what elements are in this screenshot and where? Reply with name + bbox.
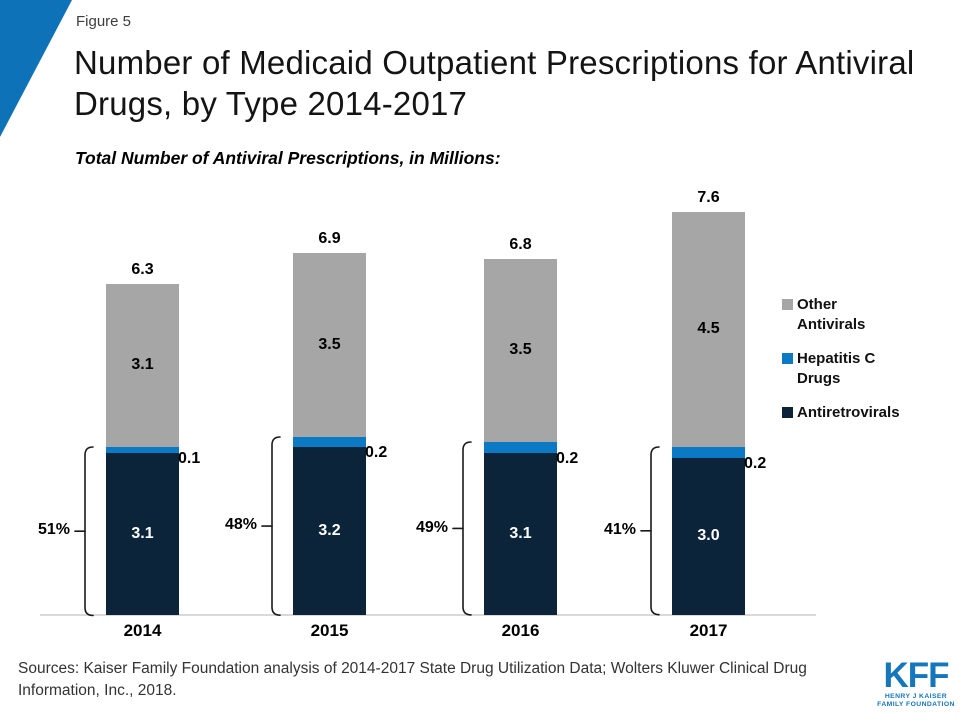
segment-label-antiretrovirals-2015: 3.2 xyxy=(318,522,341,540)
segment-label-other-2014: 3.1 xyxy=(131,356,154,374)
segment-label-antiretrovirals-2016: 3.1 xyxy=(509,524,532,542)
total-label-2017: 7.6 xyxy=(697,188,720,206)
share-bracket-2014 xyxy=(74,445,94,616)
segment-label-other-2016: 3.5 xyxy=(509,341,532,359)
legend-label: Other Antivirals xyxy=(797,296,866,333)
x-axis-line xyxy=(40,614,816,616)
page-title: Number of Medicaid Outpatient Prescripti… xyxy=(74,44,915,122)
share-bracket-2017 xyxy=(640,446,660,616)
total-label-2014: 6.3 xyxy=(131,261,154,279)
legend-label: Antiretrovirals xyxy=(797,404,900,421)
segment-label-hepatitis-c-2017: 0.2 xyxy=(744,454,767,472)
legend: Other Antivirals Hepatitis C Drugs Antir… xyxy=(782,295,901,423)
segment-label-other-2015: 3.5 xyxy=(318,336,341,354)
kff-logo-subtext-line1: HENRY J KAISER xyxy=(884,693,948,700)
total-label-2016: 6.8 xyxy=(509,235,532,253)
bar-segment-hepatitis-c-2016 xyxy=(484,442,557,453)
chart-subtitle: Total Number of Antiviral Prescriptions,… xyxy=(75,148,501,168)
bar-segment-other-antivirals-2014 xyxy=(106,284,179,447)
legend-swatch-navy-icon xyxy=(782,407,793,418)
legend-label: Hepatitis C Drugs xyxy=(797,350,876,387)
share-bracket-line xyxy=(84,445,94,616)
bar-segment-hepatitis-c-2014 xyxy=(106,446,179,453)
share-label-2017: 41% xyxy=(603,521,636,539)
corner-triangle-shape xyxy=(0,0,72,137)
share-bracket-line xyxy=(650,446,660,616)
kff-logo-subtext-line2: FAMILY FOUNDATION xyxy=(877,700,955,708)
bar-segment-antiretrovirals-2017 xyxy=(672,457,745,615)
share-label-2014: 51% xyxy=(37,520,70,538)
legend-item-antiretrovirals: Antiretrovirals xyxy=(782,403,901,423)
segment-label-hepatitis-c-2014: 0.1 xyxy=(178,449,201,467)
bar-segment-antiretrovirals-2014 xyxy=(106,452,179,615)
x-axis-label-2015: 2015 xyxy=(310,621,349,640)
bar-segment-antiretrovirals-2015 xyxy=(293,447,366,615)
legend-swatch-gray-icon xyxy=(782,299,793,310)
share-bracket-2015 xyxy=(261,436,281,616)
legend-swatch-blue-icon xyxy=(782,353,793,364)
bar-segment-hepatitis-c-2017 xyxy=(672,447,745,458)
bar-segment-hepatitis-c-2015 xyxy=(293,436,366,448)
legend-item-hepatitis-c-drugs: Hepatitis C Drugs xyxy=(782,349,901,389)
kff-logo-text: KFF xyxy=(883,656,949,695)
share-bracket-2016 xyxy=(452,441,472,616)
segment-label-antiretrovirals-2017: 3.0 xyxy=(697,527,720,545)
legend-item-other-antivirals: Other Antivirals xyxy=(782,295,901,335)
segment-label-other-2017: 4.5 xyxy=(697,320,720,338)
bar-segment-other-antivirals-2015 xyxy=(293,253,366,437)
figure-label: Figure 5 xyxy=(76,13,132,30)
x-axis-label-2016: 2016 xyxy=(501,621,540,640)
bar-segment-other-antivirals-2017 xyxy=(672,211,745,448)
segment-label-hepatitis-c-2015: 0.2 xyxy=(365,444,388,462)
segment-label-hepatitis-c-2016: 0.2 xyxy=(556,449,579,467)
share-label-2015: 48% xyxy=(224,515,257,533)
source-note: Sources: Kaiser Family Foundation analys… xyxy=(18,660,807,699)
share-bracket-line xyxy=(271,436,281,616)
corner-accent-triangle xyxy=(0,0,72,137)
kff-logo-subtext: HENRY J KAISER FAMILY FOUNDATION xyxy=(876,693,956,708)
total-label-2015: 6.9 xyxy=(318,230,341,248)
share-bracket-line xyxy=(462,441,472,616)
share-label-2016: 49% xyxy=(415,518,448,536)
bar-segment-antiretrovirals-2016 xyxy=(484,452,557,615)
segment-label-antiretrovirals-2014: 3.1 xyxy=(131,524,154,542)
x-axis-label-2017: 2017 xyxy=(689,621,728,640)
kff-logo: KFF HENRY J KAISER FAMILY FOUNDATION xyxy=(876,656,956,708)
bar-segment-other-antivirals-2016 xyxy=(484,258,557,443)
x-axis-label-2014: 2014 xyxy=(123,621,162,640)
